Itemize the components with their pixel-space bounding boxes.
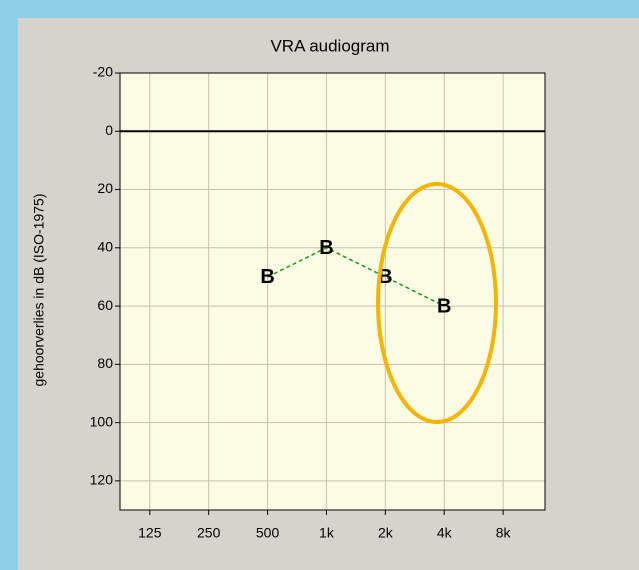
plot-border <box>119 72 546 511</box>
chart-title: VRA audiogram <box>270 36 389 55</box>
plot-area <box>119 72 546 511</box>
y-tick-label: 100 <box>90 413 114 429</box>
data-marker: B <box>319 237 333 259</box>
y-tick-label: -20 <box>93 64 113 80</box>
highlight-ellipse <box>376 182 498 424</box>
data-marker: B <box>260 266 274 288</box>
x-tick-label: 1k <box>319 525 335 541</box>
x-tick-label: 2k <box>378 525 394 541</box>
x-tick-label: 500 <box>256 525 280 541</box>
y-tick-label: 120 <box>90 472 114 488</box>
y-tick-label: 80 <box>97 355 113 371</box>
data-marker: B <box>437 295 451 317</box>
y-tick-label: 0 <box>105 122 113 138</box>
y-tick-label: 40 <box>97 239 113 255</box>
y-axis-label: gehoorverlies in dB (ISO-1975) <box>31 194 47 387</box>
x-tick-label: 8k <box>496 525 512 541</box>
x-tick-label: 125 <box>138 525 162 541</box>
y-tick-label: 20 <box>97 180 113 196</box>
x-tick-label: 4k <box>437 525 453 541</box>
x-tick-label: 250 <box>197 525 221 541</box>
series-line <box>267 246 445 307</box>
y-tick-label: 60 <box>97 297 113 313</box>
